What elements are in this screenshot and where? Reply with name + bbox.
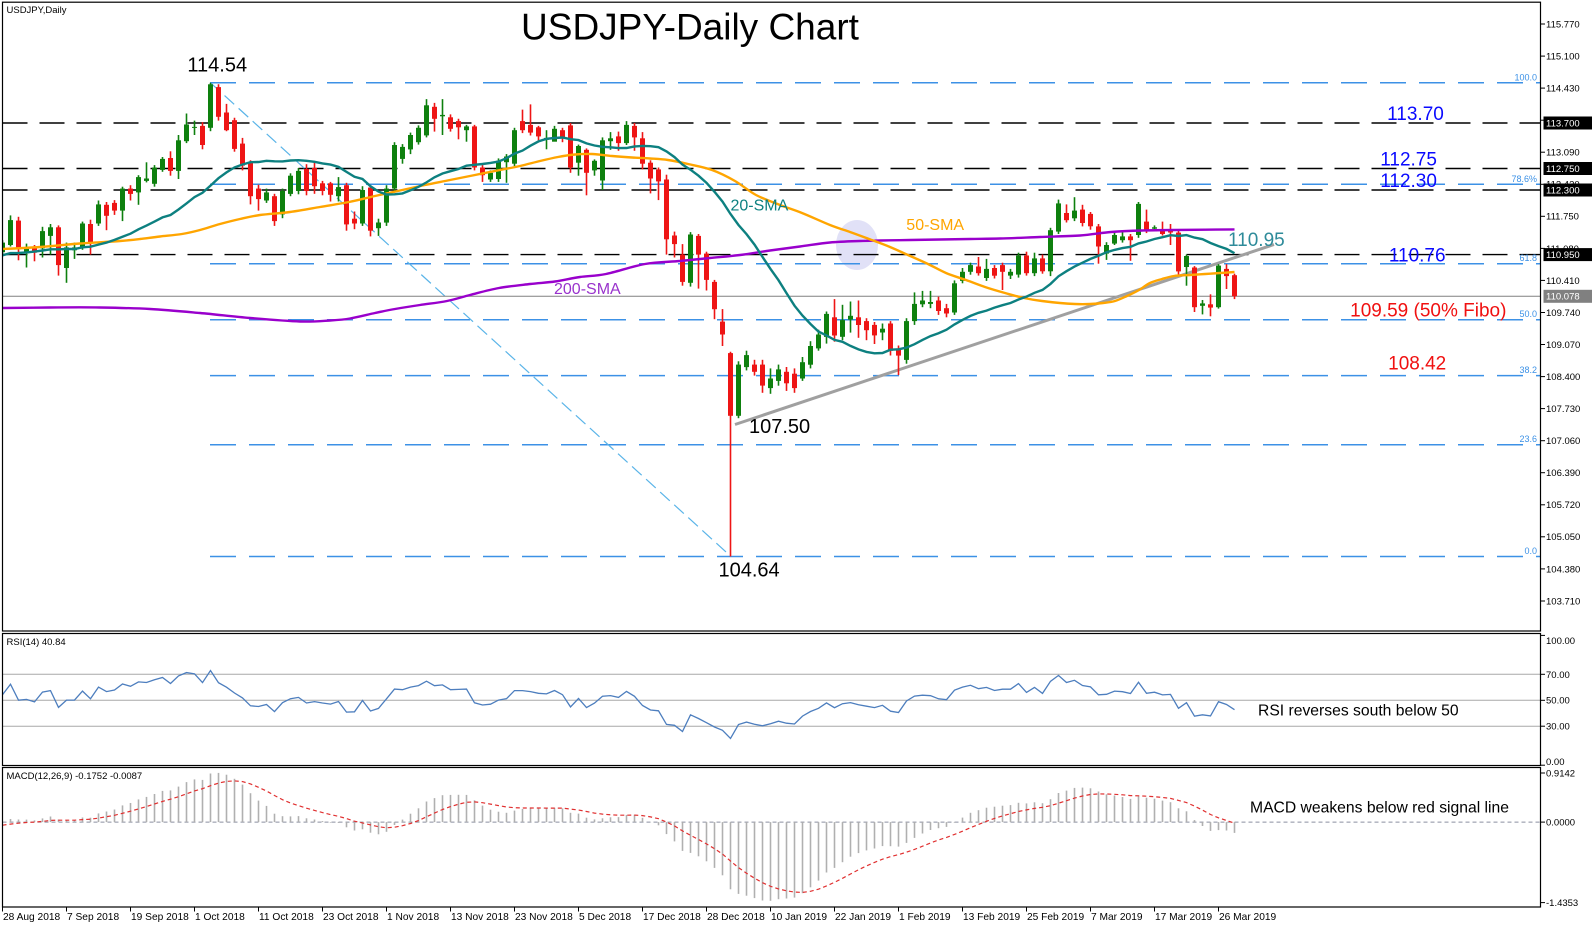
svg-text:1 Nov 2018: 1 Nov 2018: [387, 912, 439, 923]
svg-text:17 Dec 2018: 17 Dec 2018: [643, 912, 701, 923]
svg-text:104.380: 104.380: [1546, 564, 1580, 575]
svg-text:38.2: 38.2: [1519, 365, 1537, 375]
svg-text:78.6%: 78.6%: [1511, 174, 1537, 184]
svg-text:103.710: 103.710: [1546, 596, 1580, 607]
svg-text:107.730: 107.730: [1546, 404, 1580, 415]
svg-text:25 Feb 2019: 25 Feb 2019: [1027, 912, 1085, 923]
svg-text:7 Mar 2019: 7 Mar 2019: [1091, 912, 1143, 923]
svg-text:0.0: 0.0: [1524, 546, 1537, 556]
svg-text:0.0000: 0.0000: [1546, 818, 1575, 829]
svg-text:17 Mar 2019: 17 Mar 2019: [1155, 912, 1213, 923]
svg-text:112.300: 112.300: [1546, 185, 1580, 196]
svg-text:23 Oct 2018: 23 Oct 2018: [323, 912, 379, 923]
svg-text:61.8: 61.8: [1519, 253, 1537, 263]
svg-text:113.700: 113.700: [1546, 118, 1580, 129]
svg-text:115.770: 115.770: [1546, 19, 1580, 30]
svg-text:1 Feb 2019: 1 Feb 2019: [899, 912, 951, 923]
svg-text:0.00: 0.00: [1546, 757, 1565, 768]
svg-text:23 Nov 2018: 23 Nov 2018: [515, 912, 573, 923]
svg-text:7 Sep 2018: 7 Sep 2018: [67, 912, 119, 923]
svg-text:1 Oct 2018: 1 Oct 2018: [195, 912, 245, 923]
svg-text:110.95: 110.95: [1228, 230, 1285, 251]
svg-text:13 Feb 2019: 13 Feb 2019: [963, 912, 1021, 923]
svg-text:70.00: 70.00: [1546, 670, 1570, 681]
svg-text:113.090: 113.090: [1546, 148, 1580, 159]
svg-text:23.6: 23.6: [1519, 434, 1537, 444]
svg-text:105.720: 105.720: [1546, 500, 1580, 511]
svg-text:107.50: 107.50: [749, 416, 810, 438]
svg-text:110.950: 110.950: [1546, 250, 1580, 261]
svg-text:13 Nov 2018: 13 Nov 2018: [451, 912, 509, 923]
svg-text:-1.4353: -1.4353: [1546, 898, 1578, 909]
svg-text:110.078: 110.078: [1546, 292, 1580, 303]
svg-text:0.9142: 0.9142: [1546, 768, 1575, 779]
svg-text:112.750: 112.750: [1546, 164, 1580, 175]
svg-text:100.00: 100.00: [1546, 636, 1575, 647]
svg-text:28 Aug 2018: 28 Aug 2018: [3, 912, 61, 923]
svg-text:200-SMA: 200-SMA: [554, 281, 621, 298]
svg-text:50-SMA: 50-SMA: [906, 217, 964, 234]
svg-text:100.0: 100.0: [1514, 72, 1537, 82]
svg-text:MACD weakens below red signal: MACD weakens below red signal line: [1250, 800, 1509, 817]
svg-text:10 Jan 2019: 10 Jan 2019: [771, 912, 827, 923]
svg-text:111.750: 111.750: [1546, 212, 1579, 223]
svg-text:110.410: 110.410: [1546, 276, 1580, 287]
svg-text:50.0: 50.0: [1519, 309, 1537, 319]
svg-text:112.75: 112.75: [1380, 150, 1437, 171]
svg-text:108.400: 108.400: [1546, 372, 1580, 383]
svg-text:105.050: 105.050: [1546, 532, 1580, 543]
svg-text:22 Jan 2019: 22 Jan 2019: [835, 912, 891, 923]
svg-text:28 Dec 2018: 28 Dec 2018: [707, 912, 765, 923]
svg-text:RSI(14) 40.84: RSI(14) 40.84: [7, 637, 66, 648]
svg-text:19 Sep 2018: 19 Sep 2018: [131, 912, 189, 923]
svg-text:MACD(12,26,9) -0.1752 -0.0087: MACD(12,26,9) -0.1752 -0.0087: [7, 771, 143, 782]
svg-text:USDJPY-Daily Chart: USDJPY-Daily Chart: [521, 7, 860, 48]
svg-text:114.430: 114.430: [1546, 84, 1580, 95]
svg-text:107.060: 107.060: [1546, 436, 1580, 447]
svg-text:114.54: 114.54: [187, 55, 247, 77]
svg-text:26 Mar 2019: 26 Mar 2019: [1219, 912, 1277, 923]
svg-text:30.00: 30.00: [1546, 722, 1570, 733]
svg-text:109.070: 109.070: [1546, 340, 1580, 351]
svg-text:113.70: 113.70: [1387, 104, 1444, 125]
svg-text:112.30: 112.30: [1380, 171, 1437, 192]
svg-text:106.390: 106.390: [1546, 468, 1580, 479]
svg-text:109.740: 109.740: [1546, 308, 1580, 319]
svg-text:110.76: 110.76: [1389, 246, 1446, 267]
svg-text:20-SMA: 20-SMA: [731, 198, 789, 215]
svg-text:109.59 (50% Fibo): 109.59 (50% Fibo): [1350, 301, 1506, 322]
svg-text:115.100: 115.100: [1546, 51, 1580, 62]
svg-text:RSI reverses south below 50: RSI reverses south below 50: [1258, 703, 1459, 720]
svg-text:50.00: 50.00: [1546, 696, 1570, 707]
svg-text:USDJPY,Daily: USDJPY,Daily: [7, 5, 67, 16]
svg-text:104.64: 104.64: [719, 560, 780, 582]
svg-text:108.42: 108.42: [1388, 354, 1446, 375]
svg-text:11 Oct 2018: 11 Oct 2018: [259, 912, 314, 923]
svg-text:5 Dec 2018: 5 Dec 2018: [579, 912, 631, 923]
